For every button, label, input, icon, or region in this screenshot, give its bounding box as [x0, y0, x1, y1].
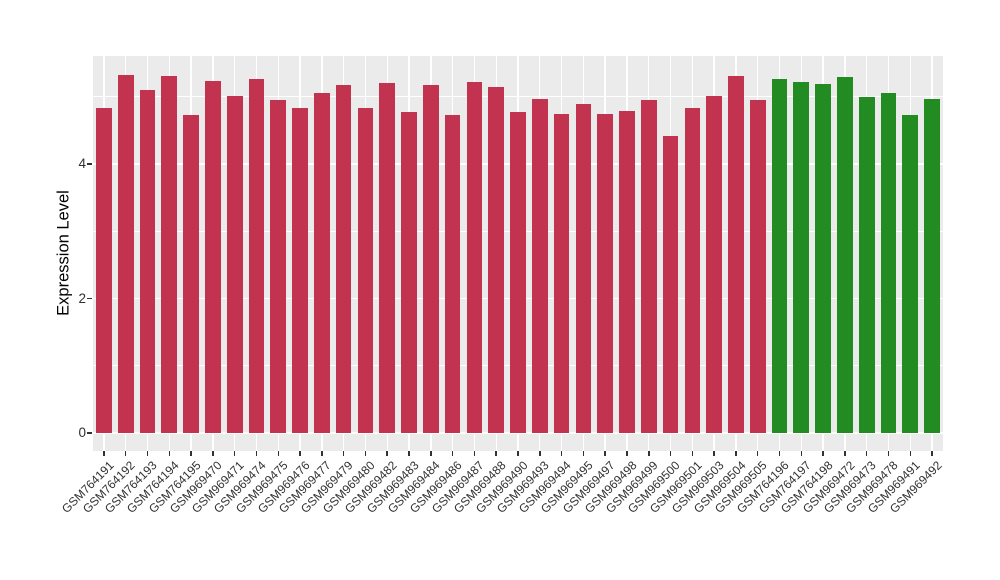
- x-tick-mark: [473, 451, 476, 456]
- bar-GSM764195: [183, 114, 199, 433]
- bar-GSM969492: [924, 99, 940, 433]
- y-tick-label: 4: [78, 156, 86, 171]
- x-tick-mark: [146, 451, 149, 456]
- bar-GSM764196: [771, 78, 788, 433]
- x-tick-mark: [277, 451, 279, 456]
- bar-GSM969477: [314, 93, 330, 433]
- bar-GSM969491: [902, 114, 919, 433]
- bar-GSM969470: [205, 81, 221, 433]
- x-tick-mark: [168, 451, 171, 456]
- x-tick-mark: [931, 451, 933, 456]
- x-tick-mark: [713, 451, 715, 456]
- bar-GSM969487: [466, 81, 483, 433]
- bar-GSM969483: [401, 112, 417, 433]
- x-tick-mark: [626, 451, 628, 456]
- bar-GSM969497: [597, 114, 614, 433]
- bar-GSM969501: [684, 107, 701, 433]
- x-tick-mark: [822, 451, 824, 456]
- bar-GSM764197: [793, 81, 810, 433]
- y-tick-label: 2: [78, 290, 86, 306]
- x-tick-mark: [299, 451, 301, 456]
- bar-GSM764193: [139, 90, 156, 433]
- y-tick-mark: [87, 297, 92, 300]
- bar-GSM969475: [270, 100, 287, 433]
- x-tick-mark: [124, 451, 127, 456]
- y-tick-label: 0: [78, 425, 86, 440]
- x-tick-mark: [756, 451, 759, 456]
- x-tick-mark: [233, 451, 236, 456]
- x-tick-mark: [255, 451, 258, 456]
- bar-GSM969471: [226, 96, 243, 433]
- x-tick-mark: [408, 451, 410, 456]
- bar-GSM764194: [161, 75, 178, 433]
- plot-area: [93, 56, 943, 451]
- y-tick-mark: [87, 163, 92, 165]
- bar-GSM969505: [749, 100, 766, 433]
- x-tick-mark: [560, 451, 563, 456]
- x-tick-mark: [386, 451, 388, 456]
- bar-GSM969478: [880, 92, 897, 433]
- x-tick-mark: [909, 451, 912, 456]
- x-tick-mark: [539, 451, 541, 456]
- bar-GSM969474: [248, 79, 265, 433]
- x-tick-mark: [735, 451, 737, 456]
- bar-GSM969473: [858, 96, 875, 433]
- x-tick-mark: [190, 451, 192, 456]
- x-tick-mark: [691, 451, 694, 456]
- bar-GSM969504: [728, 75, 744, 433]
- x-tick-mark: [342, 451, 345, 456]
- bar-GSM969498: [619, 110, 635, 433]
- bar-GSM969486: [444, 114, 461, 433]
- x-tick-mark: [517, 451, 519, 456]
- bar-GSM969472: [837, 76, 853, 433]
- bar-GSM969476: [292, 108, 308, 433]
- bar-GSM764191: [96, 108, 112, 433]
- bar-GSM969480: [357, 107, 374, 433]
- x-tick-mark: [495, 451, 497, 456]
- x-tick-mark: [800, 451, 803, 456]
- bar-GSM969500: [662, 135, 679, 433]
- bar-GSM764192: [117, 74, 134, 433]
- bar-GSM969493: [531, 98, 548, 433]
- x-tick-mark: [364, 451, 367, 456]
- bar-GSM969499: [640, 100, 657, 433]
- x-tick-mark: [778, 451, 781, 456]
- x-tick-mark: [212, 451, 214, 456]
- x-tick-mark: [103, 451, 105, 456]
- bar-GSM969503: [706, 96, 722, 433]
- x-tick-mark: [887, 451, 890, 456]
- x-tick-mark: [451, 451, 454, 456]
- bar-GSM764198: [815, 83, 831, 433]
- x-tick-mark: [604, 451, 606, 456]
- x-tick-mark: [321, 451, 323, 456]
- bar-GSM969494: [553, 113, 570, 433]
- x-tick-mark: [582, 451, 585, 456]
- bar-GSM969479: [335, 84, 352, 433]
- y-tick-mark: [87, 432, 92, 434]
- bar-GSM969495: [575, 104, 592, 433]
- bar-GSM969488: [488, 86, 505, 433]
- x-tick-mark: [430, 451, 432, 456]
- bar-GSM969484: [422, 84, 439, 433]
- x-tick-mark: [844, 451, 846, 456]
- bar-GSM969490: [510, 112, 526, 433]
- x-tick-mark: [865, 451, 868, 456]
- bar-GSM969482: [379, 82, 396, 433]
- x-tick-mark: [669, 451, 672, 456]
- x-tick-mark: [648, 451, 650, 456]
